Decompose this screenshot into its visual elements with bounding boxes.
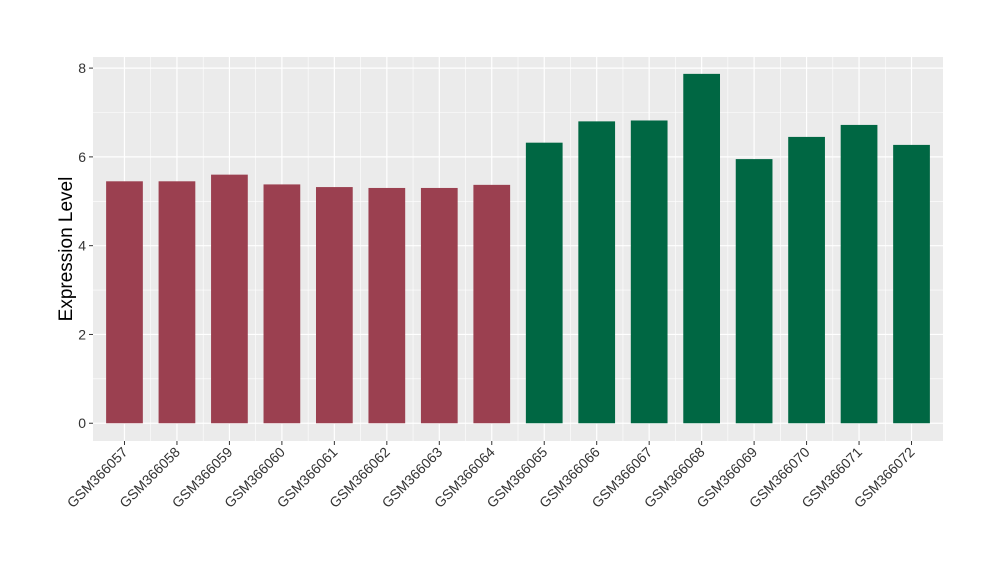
bar xyxy=(578,121,616,424)
bar xyxy=(315,187,353,424)
y-tick-label: 2 xyxy=(78,326,86,342)
bar xyxy=(840,124,878,424)
bar xyxy=(525,142,563,424)
bar xyxy=(630,120,668,424)
bar xyxy=(735,159,773,424)
y-tick-label: 6 xyxy=(78,149,86,165)
bar xyxy=(368,187,406,424)
y-tick-label: 0 xyxy=(78,415,86,431)
bar xyxy=(473,184,511,424)
y-tick-label: 8 xyxy=(78,60,86,76)
y-tick-label: 4 xyxy=(78,238,86,254)
y-axis-title: Expression Level xyxy=(56,177,77,322)
bar xyxy=(420,187,458,424)
bar xyxy=(263,184,301,424)
bar xyxy=(788,136,825,424)
bar xyxy=(893,144,930,424)
bar xyxy=(106,181,143,424)
bar xyxy=(158,181,196,424)
x-axis: GSM366057GSM366058GSM366059GSM366060GSM3… xyxy=(64,441,918,511)
y-axis: 0 2 4 6 8 xyxy=(78,60,93,431)
bars xyxy=(106,73,930,424)
bar xyxy=(211,174,248,424)
bar xyxy=(683,73,721,424)
